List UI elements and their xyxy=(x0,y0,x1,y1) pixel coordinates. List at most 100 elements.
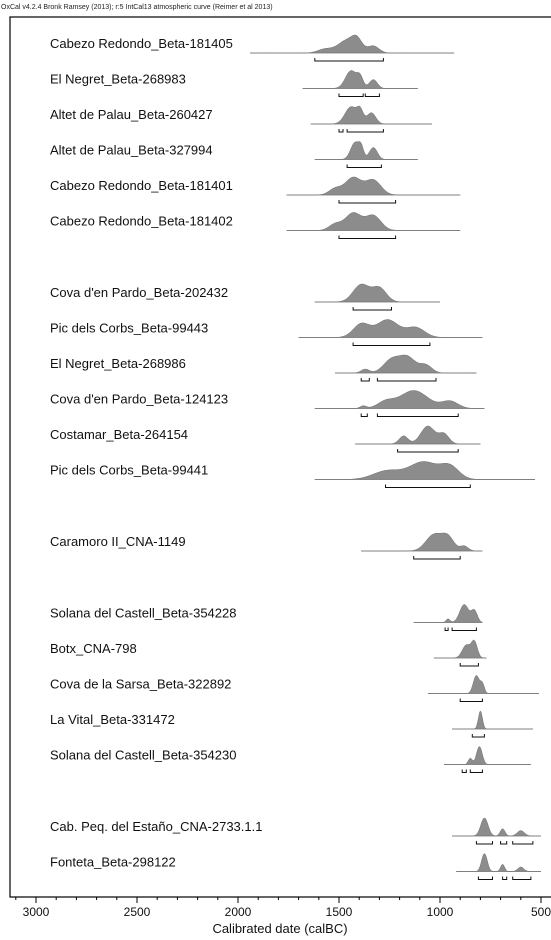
sample-row: Cabezo Redondo_Beta-181401 xyxy=(50,176,461,204)
hpd-range-bracket xyxy=(459,663,479,667)
sample-row: Botx_CNA-798 xyxy=(50,639,487,667)
sample-label: Cabezo Redondo_Beta-181401 xyxy=(50,178,233,193)
sample-row: El Negret_Beta-268983 xyxy=(50,70,418,97)
probability-distribution xyxy=(302,70,418,89)
hpd-range-bracket xyxy=(338,93,364,97)
hpd-range-bracket xyxy=(360,378,370,382)
sample-label: Cabezo Redondo_Beta-181402 xyxy=(50,214,233,229)
sample-label: Fonteta_Beta-298122 xyxy=(50,855,176,870)
x-tick-label: 1500 xyxy=(326,905,353,919)
probability-distribution xyxy=(314,283,440,303)
hpd-range-bracket xyxy=(338,235,397,239)
hpd-range-bracket xyxy=(346,129,384,133)
sample-label: Pic dels Corbs_Beta-99441 xyxy=(50,463,208,478)
hpd-range-bracket xyxy=(352,307,392,311)
hpd-range-bracket xyxy=(385,484,471,488)
hpd-range-bracket xyxy=(346,164,382,168)
hpd-range-bracket xyxy=(512,876,532,880)
hpd-range-bracket xyxy=(364,93,380,97)
hpd-range-bracket xyxy=(444,627,449,631)
probability-distribution xyxy=(361,532,483,552)
sample-row: Cova d'en Pardo_Beta-124123 xyxy=(50,390,485,417)
probability-distribution xyxy=(335,354,477,374)
sample-label: Pic dels Corbs_Beta-99443 xyxy=(50,321,208,336)
probability-distribution xyxy=(452,710,533,730)
sample-label: Cova d'en Pardo_Beta-124123 xyxy=(50,392,228,407)
sample-row: Solana del Castell_Beta-354230 xyxy=(50,746,531,773)
sample-label: Solana del Castell_Beta-354228 xyxy=(50,606,236,621)
probability-distribution xyxy=(452,817,541,837)
x-tick-label: 1000 xyxy=(427,905,454,919)
hpd-range-bracket xyxy=(413,556,461,560)
sample-label: Costamar_Beta-264154 xyxy=(50,427,188,442)
sample-row: Cab. Peq. del Estaño_CNA-2733.1.1 xyxy=(50,817,541,845)
sample-label: El Negret_Beta-268983 xyxy=(50,72,186,87)
x-tick-label: 500 xyxy=(531,905,551,919)
probability-distribution xyxy=(314,141,418,160)
hpd-range-bracket xyxy=(502,876,508,880)
sample-row: Cova de la Sarsa_Beta-322892 xyxy=(50,675,539,702)
probability-distribution xyxy=(310,105,432,125)
probability-distribution xyxy=(286,212,461,231)
sample-label: Cova d'en Pardo_Beta-202432 xyxy=(50,285,228,300)
sample-rows: Cabezo Redondo_Beta-181405 El Negret_Beta… xyxy=(50,34,541,880)
probability-distribution xyxy=(427,675,539,694)
hpd-range-bracket xyxy=(376,413,459,417)
probability-distribution xyxy=(314,390,485,409)
sample-row: Pic dels Corbs_Beta-99443 xyxy=(50,319,483,346)
plot-frame xyxy=(9,16,551,898)
sample-label: La Vital_Beta-331472 xyxy=(50,712,175,727)
sample-label: Altet de Palau_Beta-260427 xyxy=(50,107,213,122)
hpd-range-bracket xyxy=(459,698,483,702)
sample-row: Altet de Palau_Beta-260427 xyxy=(50,105,432,133)
hpd-range-bracket xyxy=(338,200,397,204)
sample-row: Cabezo Redondo_Beta-181402 xyxy=(50,212,461,239)
sample-label: Cab. Peq. del Estaño_CNA-2733.1.1 xyxy=(50,819,262,834)
sample-label: Altet de Palau_Beta-327994 xyxy=(50,143,213,158)
x-tick-label: 2500 xyxy=(124,905,151,919)
probability-distribution xyxy=(433,639,487,659)
hpd-range-bracket xyxy=(360,413,368,417)
hpd-range-bracket xyxy=(500,841,508,845)
probability-distribution xyxy=(355,425,481,445)
sample-label: Cabezo Redondo_Beta-181405 xyxy=(50,36,233,51)
sample-row: Altet de Palau_Beta-327994 xyxy=(50,141,418,168)
sample-label: Caramoro II_CNA-1149 xyxy=(50,534,186,549)
hpd-range-bracket xyxy=(397,449,459,453)
sample-row: Cova d'en Pardo_Beta-202432 xyxy=(50,283,440,311)
sample-row: Pic dels Corbs_Beta-99441 xyxy=(50,461,535,488)
x-axis-label: Calibrated date (calBC) xyxy=(212,921,347,936)
probability-distribution xyxy=(286,176,461,196)
sample-row: Fonteta_Beta-298122 xyxy=(50,853,541,880)
sample-label: Botx_CNA-798 xyxy=(50,641,137,656)
sample-row: La Vital_Beta-331472 xyxy=(50,710,533,738)
hpd-range-bracket xyxy=(475,841,493,845)
probability-distribution xyxy=(444,746,531,765)
sample-row: Cabezo Redondo_Beta-181405 xyxy=(50,34,455,62)
hpd-range-bracket xyxy=(477,876,493,880)
probability-distribution xyxy=(456,853,541,872)
sample-row: Costamar_Beta-264154 xyxy=(50,425,481,453)
probability-distribution xyxy=(250,34,455,54)
hpd-range-bracket xyxy=(461,769,467,773)
hpd-range-bracket xyxy=(471,734,485,738)
x-tick-label: 3000 xyxy=(23,905,50,919)
hpd-range-bracket xyxy=(376,378,437,382)
sample-row: Solana del Castell_Beta-354228 xyxy=(50,604,483,631)
x-tick-label: 2000 xyxy=(225,905,252,919)
sample-row: El Negret_Beta-268986 xyxy=(50,354,477,382)
probability-distribution xyxy=(298,319,483,338)
sample-label: Solana del Castell_Beta-354230 xyxy=(50,748,236,763)
hpd-range-bracket xyxy=(314,58,384,62)
hpd-range-bracket xyxy=(469,769,483,773)
sample-label: El Negret_Beta-268986 xyxy=(50,356,186,371)
hpd-range-bracket xyxy=(352,342,431,346)
sample-row: Caramoro II_CNA-1149 xyxy=(50,532,483,560)
header-text: OxCal v4.2.4 Bronk Ramsey (2013); r:5 In… xyxy=(1,4,273,11)
x-axis: 3000 2500 2000 1500 1000 500 xyxy=(15,897,551,919)
probability-distribution xyxy=(413,604,483,623)
hpd-range-bracket xyxy=(451,627,477,631)
hpd-range-bracket xyxy=(338,129,344,133)
hpd-range-bracket xyxy=(512,841,534,845)
